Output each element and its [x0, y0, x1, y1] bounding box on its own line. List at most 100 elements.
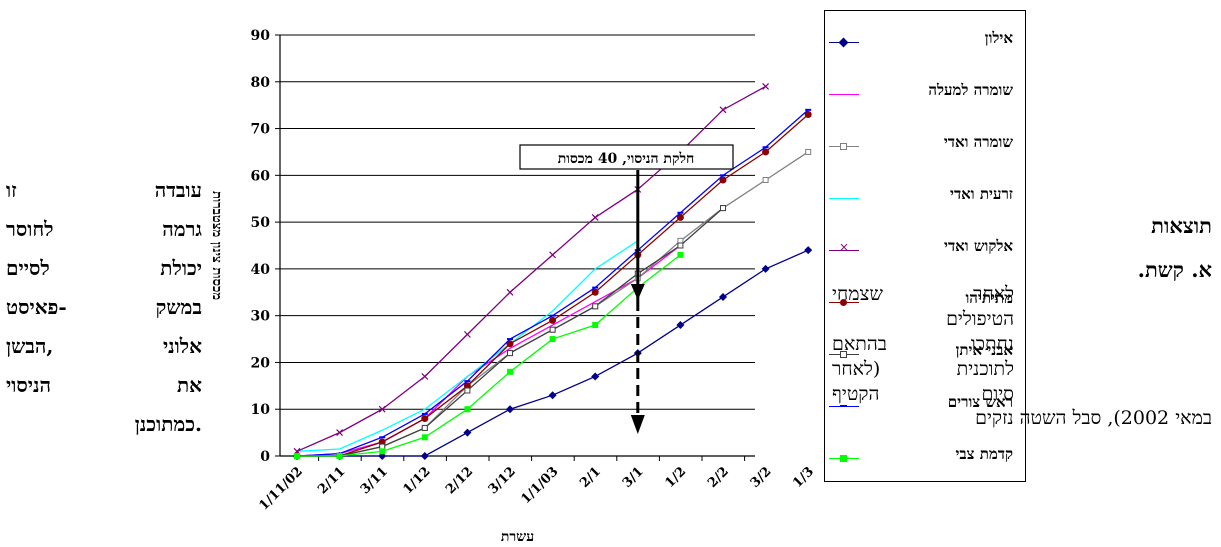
data-point	[420, 452, 429, 460]
data-point	[294, 453, 300, 459]
left-text-row: במשק פאיסט-	[0, 295, 210, 321]
series-line	[297, 254, 681, 457]
body-line-1: לאחר שצמחי	[832, 283, 1014, 305]
legend-marker	[838, 37, 849, 48]
left-text-word: לחוסר	[6, 217, 54, 241]
data-point	[507, 350, 513, 357]
left-text-row: את הניסוי	[0, 373, 210, 399]
y-tick-label: 70	[251, 122, 271, 138]
y-tick-label: 80	[251, 75, 271, 91]
body-line-4: לתוכנית (לאחר	[832, 358, 1014, 380]
data-point	[591, 214, 599, 221]
data-point	[761, 264, 770, 273]
data-point	[676, 321, 685, 330]
annotation-arrowhead	[630, 284, 645, 300]
legend-swatch-line	[829, 198, 859, 199]
left-text-word: יכולת	[160, 256, 202, 280]
y-tick-label: 10	[251, 402, 271, 418]
data-point	[336, 453, 343, 459]
legend-marker: ×	[839, 240, 850, 254]
x-axis-title: עשרת	[501, 529, 534, 545]
left-text-word: הבשן,	[6, 334, 54, 358]
x-tick-label: 3/1	[620, 464, 647, 491]
left-text-word: כמתוכנן.	[134, 412, 202, 436]
x-tick-label: 2/12	[443, 464, 476, 497]
series-line	[297, 249, 809, 457]
annotation-arrowhead	[630, 415, 645, 434]
y-tick-label: 40	[251, 262, 271, 278]
data-point	[592, 322, 599, 329]
body-line-5: סיום הקטיף	[832, 383, 1014, 405]
data-point	[379, 448, 386, 455]
legend-item: שומרה ואדי	[825, 133, 1025, 163]
data-point	[421, 424, 428, 431]
section-subheading: א. קשת.	[1137, 257, 1212, 282]
data-point	[804, 246, 813, 255]
data-point	[507, 368, 513, 375]
x-tick-label: 3/12	[486, 464, 519, 497]
x-tick-label: 1/11/02	[257, 464, 306, 513]
data-point	[549, 251, 557, 259]
legend-item: × אלקוש ואדי	[825, 237, 1025, 267]
legend-label: אלקוש ואדי	[944, 237, 1013, 255]
body-line-2: הטיפולים	[946, 308, 1014, 330]
left-text-word: זו	[6, 178, 17, 202]
y-tick-label: 90	[251, 28, 271, 44]
data-point	[378, 405, 386, 413]
legend-marker	[840, 351, 847, 358]
legend-marker	[840, 455, 847, 462]
left-text-row: אלוני הבשן,	[0, 334, 210, 360]
y-tick-label: 30	[251, 309, 271, 325]
data-point	[677, 242, 684, 249]
series-line	[297, 151, 809, 457]
left-text-word: במשק	[155, 295, 202, 319]
data-point	[719, 292, 727, 301]
data-point	[676, 213, 684, 221]
series-line	[296, 240, 639, 452]
body-line-6: במאי 2002), סבל השטה נזקים	[975, 407, 1212, 429]
data-point	[506, 288, 514, 296]
y-tick-label: 50	[251, 215, 271, 231]
x-tick-label: 1/2	[662, 464, 689, 491]
legend-item: זרעית ואדי	[825, 185, 1025, 215]
data-point	[804, 111, 812, 119]
data-point	[549, 336, 556, 343]
left-text-row: עובדה זו	[0, 178, 210, 204]
right-text-column: תוצאות א. קשת. לאחר שצמחי הטיפולים נחתכו…	[832, 195, 1212, 547]
data-point	[421, 415, 429, 423]
data-point	[592, 303, 599, 310]
data-point	[762, 83, 770, 90]
data-point	[548, 391, 557, 400]
data-point	[463, 428, 472, 437]
legend-marker	[840, 299, 847, 306]
y-tick-label: 0	[260, 449, 270, 465]
chart-legend: אילון שומרה למעלה שומרה ואדי זרעית ואדי × אלק…	[824, 10, 1026, 482]
data-point	[336, 429, 344, 437]
legend-label: קדמת צבי	[955, 445, 1013, 463]
left-text-row: גרמה לחוסר	[0, 217, 210, 243]
series-line	[297, 207, 724, 457]
data-point	[463, 330, 471, 338]
legend-swatch-line	[829, 94, 859, 95]
x-tick-label: 1/1/03	[519, 464, 562, 507]
data-point	[549, 316, 557, 324]
left-text-word: את	[176, 373, 202, 397]
left-text-word: לסיים	[6, 256, 50, 280]
data-point	[506, 340, 514, 348]
body-line-3: נחתכו בהתאם	[832, 333, 1014, 355]
data-point	[506, 405, 514, 414]
annotation-label: חלקת הניסוי, 40 מכסות	[558, 151, 695, 167]
x-tick-label: 2/1	[577, 464, 604, 491]
left-text-column: עובדה זו גרמה לחוסר יכולת לסיים במשק פאיסט- אלונ…	[0, 178, 210, 436]
left-text-word: הניסוי	[6, 373, 51, 397]
x-tick-label: 1/3	[790, 464, 817, 491]
left-text-row: כמתוכנן.	[0, 412, 210, 438]
data-point	[762, 177, 769, 184]
data-point	[762, 148, 770, 156]
x-tick-label: 2/11	[315, 464, 348, 497]
legend-label: זרעית ואדי	[950, 185, 1013, 203]
data-point	[720, 205, 726, 212]
data-point	[464, 387, 471, 394]
left-text-row: יכולת לסיים	[0, 256, 210, 282]
data-point	[421, 373, 429, 380]
